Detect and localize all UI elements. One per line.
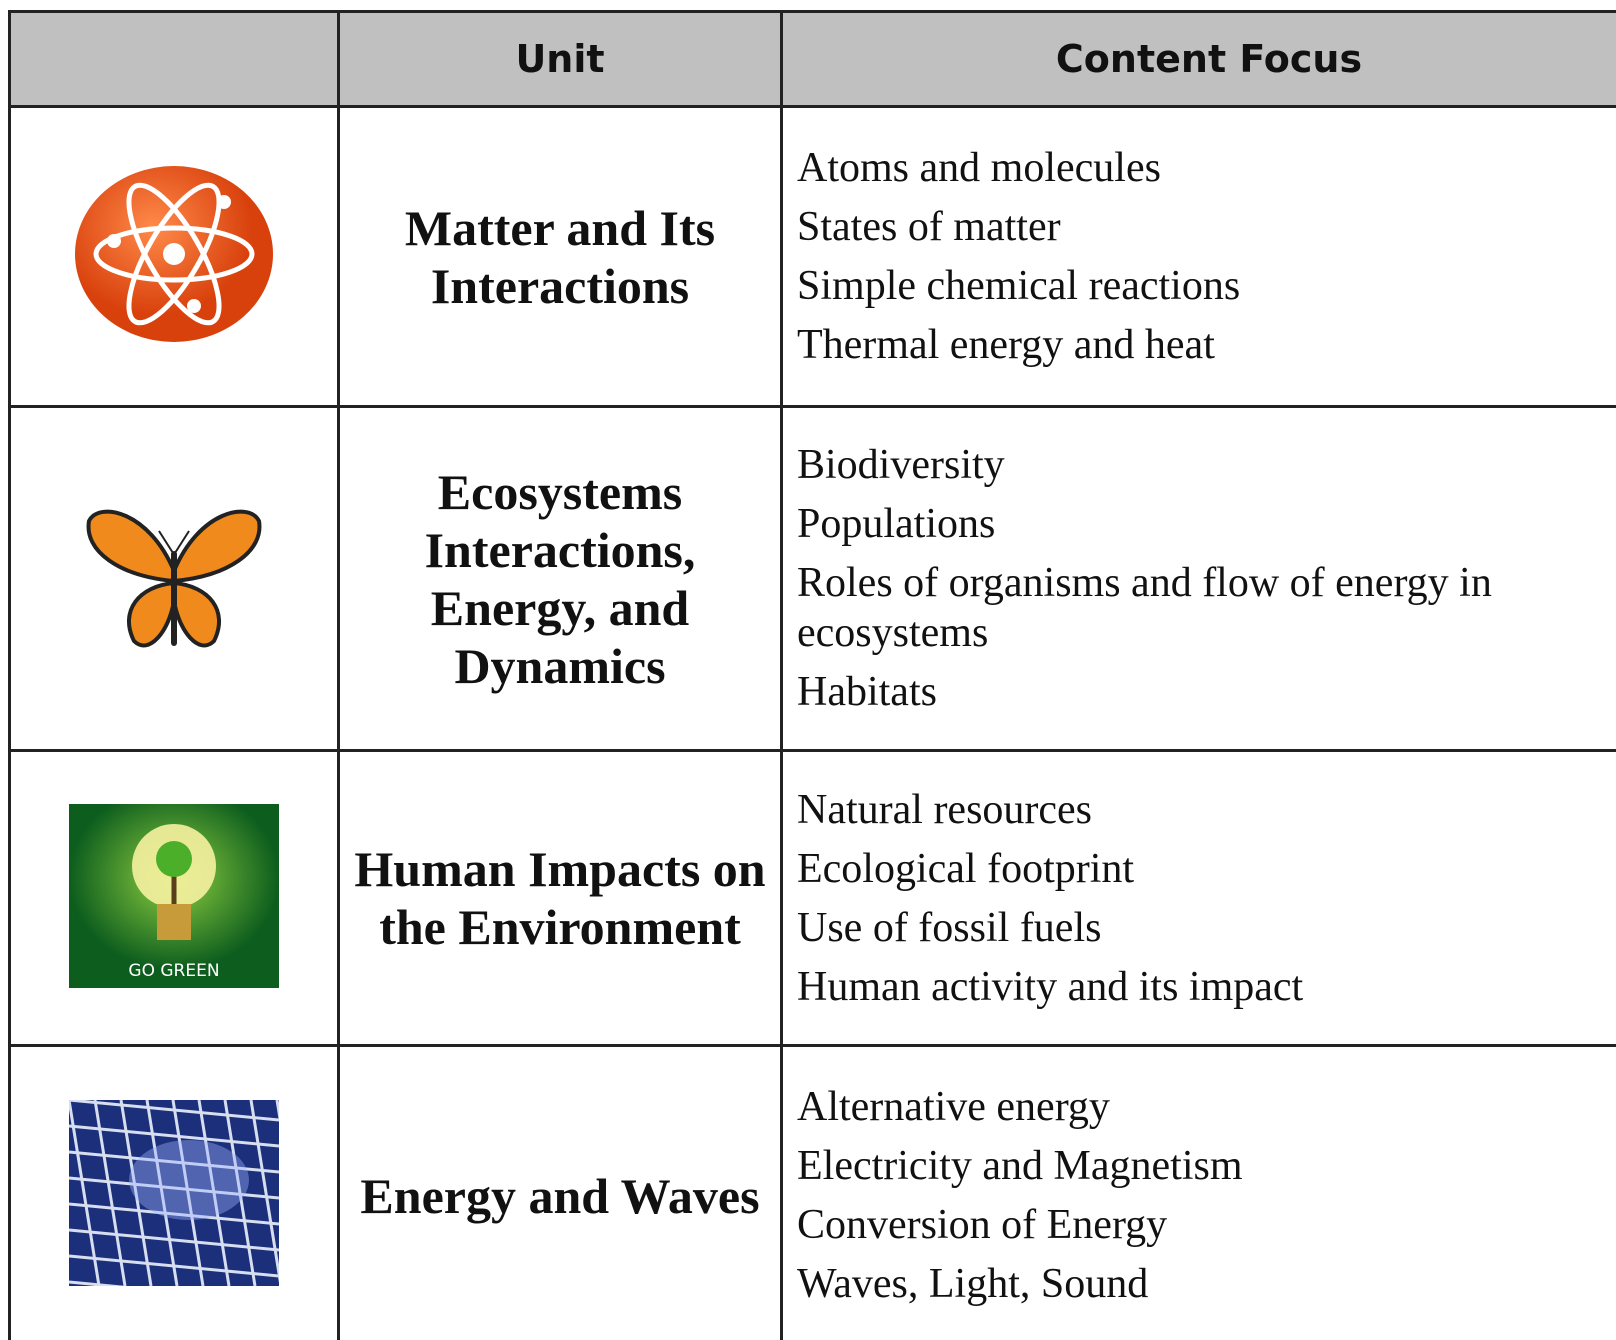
unit-cell: Energy and Waves — [337, 1044, 783, 1340]
units-table: Unit Content Focus Matter and Its Intera… — [8, 10, 1616, 1340]
unit-cell: Human Impacts on the Environment — [337, 749, 783, 1047]
focus-item: Biodiversity — [797, 442, 1005, 488]
focus-item: Ecological footprint — [797, 845, 1135, 892]
icon-text: GO GREEN — [128, 961, 219, 981]
focus-item: Atoms and molecules — [797, 145, 1161, 191]
unit-cell: Ecosystems Interactions, Energy, and Dyn… — [337, 405, 783, 752]
focus-cell: Natural resources Ecological footprint Use… — [780, 749, 1616, 1047]
icon-cell — [8, 405, 340, 752]
focus-item: Simple chemical reactions — [797, 263, 1241, 309]
header-cell — [8, 10, 340, 108]
butterfly-icon — [86, 509, 262, 648]
focus-item: Use of fossil fuels — [797, 904, 1102, 951]
focus-item: Electricity and Magnetism — [797, 1143, 1243, 1189]
unit-row: Ecosystems Interactions, Energy, and Dyn… — [8, 405, 1616, 752]
header-cell: Content Focus — [780, 10, 1616, 108]
focus-item: Human activity and its impact — [797, 963, 1304, 1010]
icon-cell — [8, 1044, 340, 1340]
solar-icon — [67, 1098, 309, 1304]
unit-cell: Matter and Its Interactions — [337, 105, 783, 408]
go-green-icon: GO GREEN — [69, 803, 279, 988]
focus-item: Natural resources — [797, 786, 1093, 833]
unit-row: GO GREEN Human Impacts on the Environment… — [8, 749, 1616, 1047]
focus-cell: Atoms and molecules States of matter Simpl… — [780, 105, 1616, 408]
header-row: Unit Content Focus — [8, 10, 1616, 108]
atom-icon — [75, 166, 273, 342]
focus-item: Waves, Light, Sound — [797, 1261, 1149, 1307]
focus-item: Habitats — [797, 669, 937, 715]
focus-item: States of matter — [797, 204, 1061, 250]
focus-item: Populations — [797, 501, 996, 547]
icon-cell — [8, 105, 340, 408]
unit-row: Matter and Its Interactions Atoms and mol… — [8, 105, 1616, 408]
focus-item: Roles of organisms and flow of energy in… — [797, 560, 1492, 656]
unit-row: Energy and Waves Alternative energy Electr… — [8, 1044, 1616, 1340]
focus-item: Conversion of Energy — [797, 1202, 1168, 1248]
focus-cell: Biodiversity Populations Roles of organism… — [780, 405, 1616, 752]
focus-item: Thermal energy and heat — [797, 322, 1215, 368]
header-cell: Unit — [337, 10, 783, 108]
focus-cell: Alternative energy Electricity and Magnet… — [780, 1044, 1616, 1340]
icon-cell: GO GREEN — [8, 749, 340, 1047]
focus-item: Alternative energy — [797, 1084, 1110, 1130]
